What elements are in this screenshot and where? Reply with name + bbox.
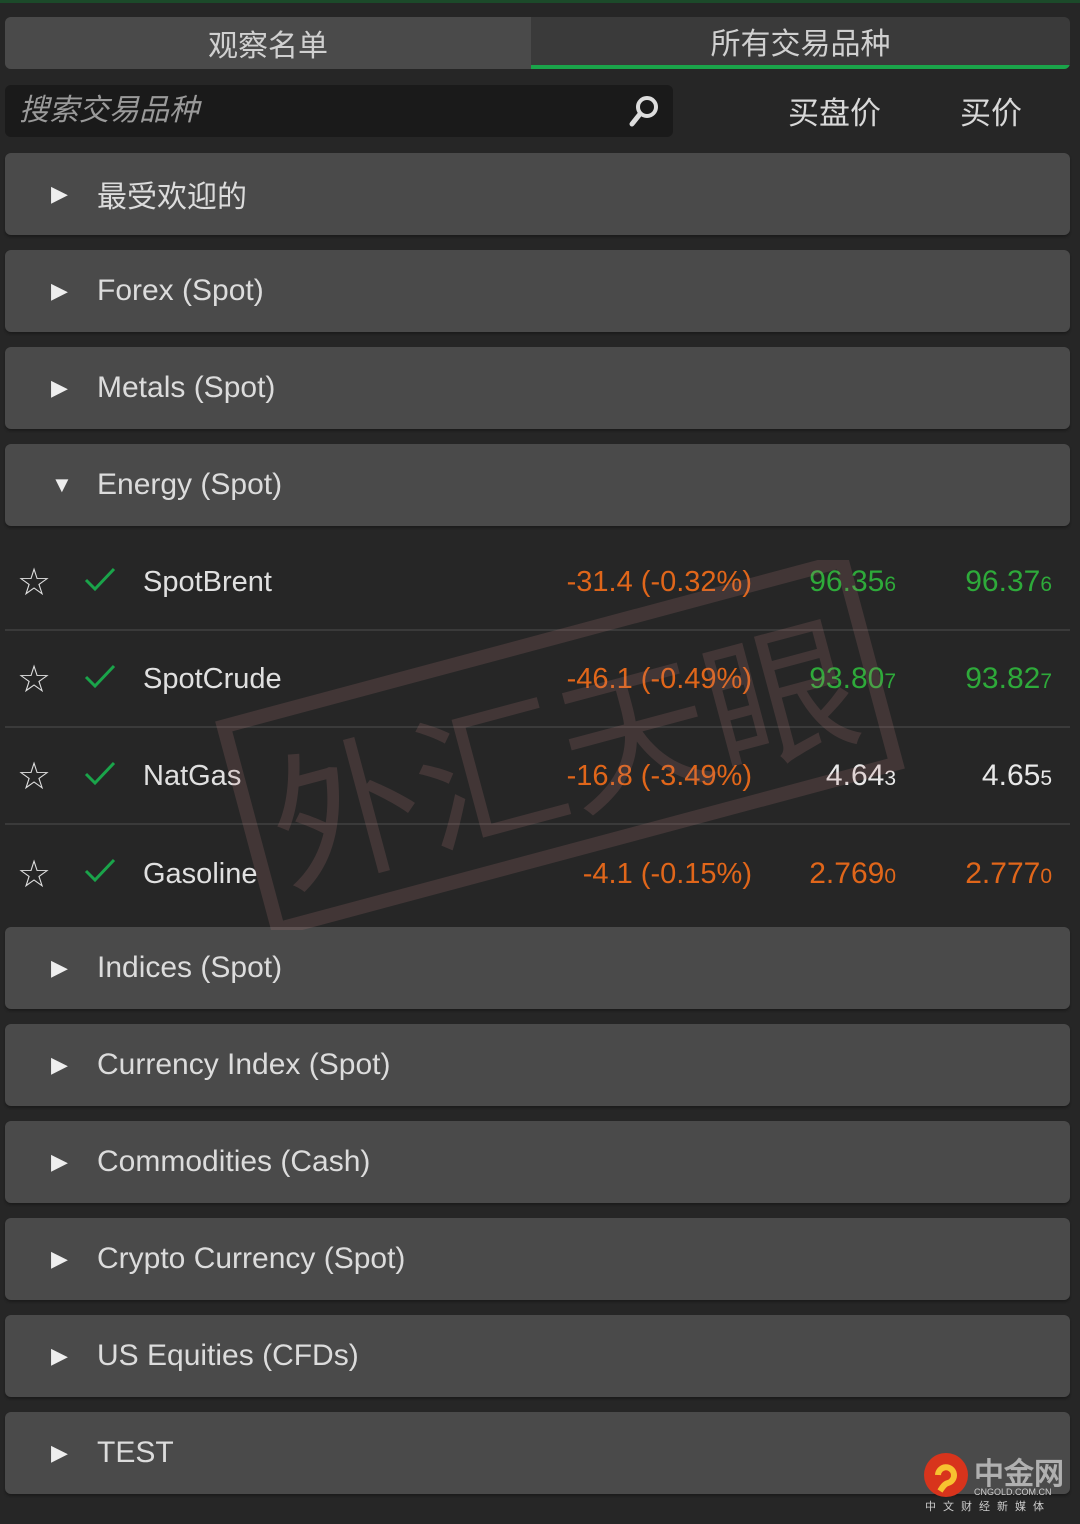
star-icon[interactable]: ☆ [17,755,52,798]
ask-price[interactable]: 2.7770 [965,857,1052,890]
category-group[interactable]: ▶ US Equities (CFDs) [5,1315,1070,1397]
price-change: -46.1 (-0.49%) [566,662,752,695]
instrument-row[interactable]: ☆ Gasoline -4.1 (-0.15%) 2.7690 2.7770 [5,826,1070,922]
category-label: Commodities (Cash) [97,1145,371,1178]
category-label: Forex (Spot) [97,274,264,307]
triangle-right-icon: ▶ [51,1343,68,1368]
search-box [5,85,673,137]
tab-bar: 观察名单 所有交易品种 [5,17,1070,69]
category-label: 最受欢迎的 [97,181,247,214]
ask-price[interactable]: 93.827 [965,662,1052,695]
instrument-row[interactable]: ☆ SpotCrude -46.1 (-0.49%) 93.807 93.827 [5,632,1070,728]
bid-price[interactable]: 96.356 [809,565,896,598]
category-group[interactable]: ▶ 最受欢迎的 [5,153,1070,235]
category-group[interactable]: ▶ Indices (Spot) [5,927,1070,1009]
category-label: Metals (Spot) [97,371,276,404]
category-label: Crypto Currency (Spot) [97,1242,406,1275]
category-group[interactable]: ▶ Commodities (Cash) [5,1121,1070,1203]
category-label: US Equities (CFDs) [97,1339,359,1372]
triangle-right-icon: ▶ [51,1052,68,1077]
instrument-row[interactable]: ☆ NatGas -16.8 (-3.49%) 4.643 4.655 [5,729,1070,825]
category-label: Energy (Spot) [97,468,283,501]
price-change: -31.4 (-0.32%) [566,565,752,598]
search-input[interactable] [19,94,619,128]
cngold-logo: 中金网 CNGOLD.COM.CN 中文财经新媒体 [924,1453,1064,1513]
star-icon[interactable]: ☆ [17,853,52,896]
instrument-name: SpotCrude [143,662,282,695]
category-label: Indices (Spot) [97,951,283,984]
search-icon[interactable] [627,93,663,129]
category-group[interactable]: ▶ Currency Index (Spot) [5,1024,1070,1106]
triangle-right-icon: ▶ [51,955,68,980]
price-change: -16.8 (-3.49%) [566,759,752,792]
tab-watchlist[interactable]: 观察名单 [5,17,531,69]
check-icon [84,761,116,786]
ask-price[interactable]: 4.655 [981,759,1052,792]
category-group[interactable]: ▶ TEST [5,1412,1070,1494]
triangle-right-icon: ▶ [51,1246,68,1271]
category-group[interactable]: ▼ Energy (Spot) [5,444,1070,526]
svg-text:中文财经新媒体: 中文财经新媒体 [925,1499,1051,1513]
instrument-name: NatGas [143,759,242,792]
category-group[interactable]: ▶ Crypto Currency (Spot) [5,1218,1070,1300]
category-label: Currency Index (Spot) [97,1048,391,1081]
column-header-bid: 买盘价 [788,96,881,131]
star-icon[interactable]: ☆ [17,561,52,604]
tab-all-instruments[interactable]: 所有交易品种 [531,17,1070,69]
category-label: TEST [97,1436,174,1469]
check-icon [84,664,116,689]
instrument-row[interactable]: ☆ SpotBrent -31.4 (-0.32%) 96.356 96.376 [5,535,1070,631]
star-icon[interactable]: ☆ [17,658,52,701]
top-accent-line [0,0,1080,3]
check-icon [84,567,116,592]
category-group[interactable]: ▶ Forex (Spot) [5,250,1070,332]
svg-text:CNGOLD.COM.CN: CNGOLD.COM.CN [974,1487,1052,1497]
instrument-name: Gasoline [143,857,258,890]
price-change: -4.1 (-0.15%) [582,857,752,890]
instrument-name: SpotBrent [143,565,272,598]
ask-price[interactable]: 96.376 [965,565,1052,598]
triangle-down-icon: ▼ [51,472,73,497]
triangle-right-icon: ▶ [51,278,68,303]
triangle-right-icon: ▶ [51,181,68,206]
triangle-right-icon: ▶ [51,1440,68,1465]
column-header-ask: 买价 [960,96,1022,131]
bid-price[interactable]: 4.643 [825,759,896,792]
bid-price[interactable]: 93.807 [809,662,896,695]
check-icon [84,858,116,883]
triangle-right-icon: ▶ [51,1149,68,1174]
category-group[interactable]: ▶ Metals (Spot) [5,347,1070,429]
svg-text:中金网: 中金网 [974,1457,1064,1492]
triangle-right-icon: ▶ [51,375,68,400]
bid-price[interactable]: 2.7690 [809,857,896,890]
